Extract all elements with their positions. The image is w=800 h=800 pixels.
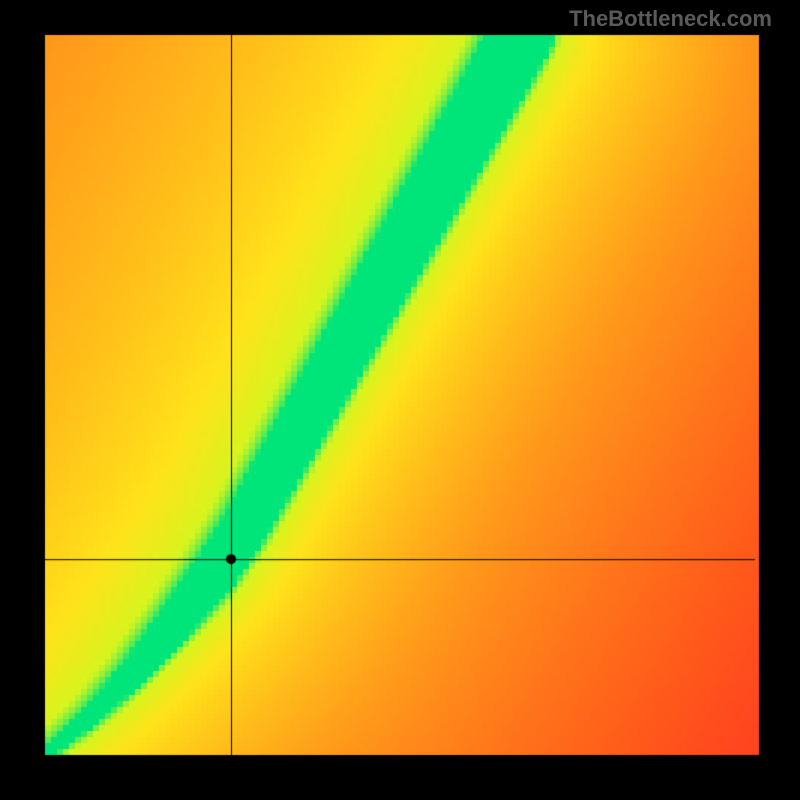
watermark-text: TheBottleneck.com (569, 6, 772, 32)
heatmap-canvas (0, 0, 800, 800)
chart-container: TheBottleneck.com (0, 0, 800, 800)
